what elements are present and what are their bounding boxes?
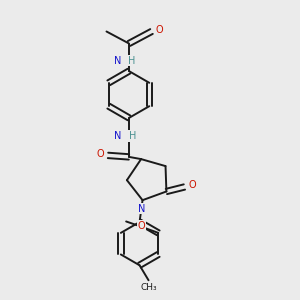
Text: CH₃: CH₃ bbox=[141, 283, 158, 292]
Text: O: O bbox=[156, 25, 164, 35]
Text: N: N bbox=[114, 131, 121, 141]
Text: H: H bbox=[128, 56, 135, 66]
Text: O: O bbox=[137, 221, 145, 231]
Text: O: O bbox=[96, 149, 104, 159]
Text: N: N bbox=[138, 204, 145, 214]
Text: H: H bbox=[129, 131, 136, 141]
Text: O: O bbox=[189, 181, 196, 190]
Text: N: N bbox=[114, 56, 121, 66]
